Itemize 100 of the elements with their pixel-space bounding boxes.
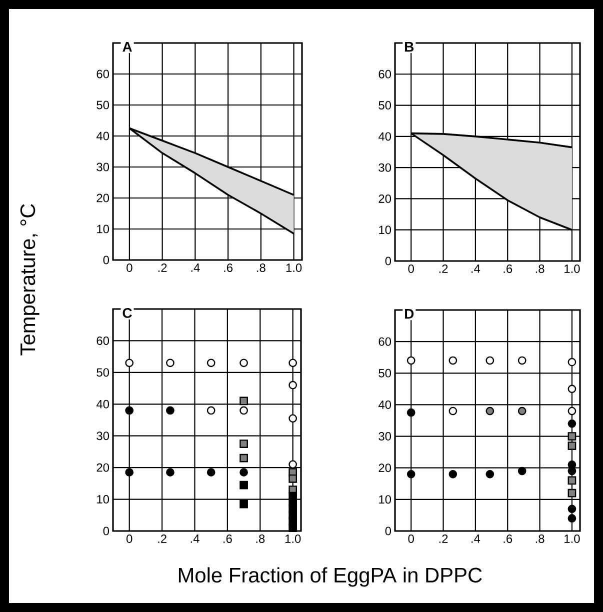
x-tick-label: .2 [439,534,448,543]
y-tick-label: 10 [97,495,110,504]
point [288,460,298,469]
point [568,384,576,394]
y-tick-label: 40 [96,132,110,140]
point [288,358,298,368]
y-tick-label: 40 [378,132,392,141]
point [288,524,298,532]
x-tick-label: 1.0 [564,534,580,543]
point [568,432,576,440]
y-tick-label: 20 [378,194,392,203]
y-tick-label: 0 [385,526,392,536]
x-tick-label: .4 [472,264,480,273]
point [240,454,248,462]
x-tick-label: 1.0 [564,264,580,273]
point [568,419,576,428]
y-tick-label: 10 [97,224,110,234]
point [448,470,458,478]
y-tick-label: 40 [96,400,110,408]
x-tick-label: 1.0 [285,534,301,543]
point [448,406,458,416]
y-tick-label: 40 [378,400,392,409]
y-tick-label: 10 [379,226,392,234]
y-tick-label: 30 [378,163,392,172]
point [125,358,134,368]
point [240,468,248,477]
point [568,514,576,523]
point [406,356,416,365]
point [240,480,248,490]
point [568,476,576,485]
y-tick-label: 60 [378,70,392,78]
y-tick-label: 20 [96,194,110,202]
x-tick-label: .2 [158,264,167,272]
point [288,414,298,423]
x-tick-label: .2 [158,534,166,543]
y-tick-label: 50 [96,100,110,110]
chart-title: D [405,309,414,319]
x-tick-label: 1.0 [286,264,302,272]
y-tick-label: 10 [379,495,392,504]
y-tick-label: 30 [96,162,110,172]
point [568,504,576,514]
point [166,358,174,368]
point [406,470,416,478]
point [240,406,248,415]
point [486,356,494,365]
x-tick-label: .6 [224,534,232,543]
y-tick-label: 20 [378,464,392,472]
y-tick-label: 0 [103,256,110,264]
point [568,442,576,450]
point [206,358,216,368]
point [166,406,174,415]
point [518,356,526,365]
point [288,380,298,390]
point [448,356,458,365]
point [406,408,416,417]
point [240,500,248,508]
chart-title: C [122,308,132,318]
point [206,468,216,477]
point [568,406,576,416]
y-tick-label: 20 [96,463,110,472]
y-tick-label: 60 [96,70,110,78]
point [125,406,134,415]
point [486,406,494,416]
point [240,396,248,406]
x-tick-label: .6 [224,264,233,272]
x-tick-label: 0 [126,534,132,543]
x-tick-label: .4 [190,534,200,543]
y-tick-label: 50 [378,368,392,378]
x-tick-label: .8 [256,534,265,543]
x-tick-label: .6 [504,264,512,273]
point [125,468,134,477]
point [166,468,174,477]
point [486,470,494,478]
point [518,466,526,476]
y-tick-label: 30 [96,432,110,440]
point [240,358,248,368]
y-tick-label: 0 [103,526,110,536]
y-tick-label: 60 [378,337,392,346]
y-tick-label: 30 [378,432,392,441]
x-axis-title: Mole Fraction of EggPA in DPPC [178,567,482,587]
point [568,358,576,366]
x-tick-label: 0 [408,264,414,273]
x-tick-label: .4 [472,534,480,543]
x-tick-label: .2 [439,264,448,273]
x-tick-label: .6 [504,534,512,543]
y-axis-title: Temperature, °C [20,204,40,356]
point [206,406,216,415]
x-tick-label: 0 [126,264,132,272]
x-tick-label: 0 [408,534,414,543]
point [288,474,298,483]
x-tick-label: .8 [536,534,544,543]
y-tick-label: 50 [96,368,110,377]
point [240,440,248,448]
point [568,488,576,498]
point [518,406,526,416]
chart-title: A [122,42,132,52]
x-tick-label: .4 [191,264,200,272]
x-tick-label: .8 [536,264,544,273]
y-tick-label: 60 [96,336,110,345]
x-tick-label: .8 [257,264,266,272]
